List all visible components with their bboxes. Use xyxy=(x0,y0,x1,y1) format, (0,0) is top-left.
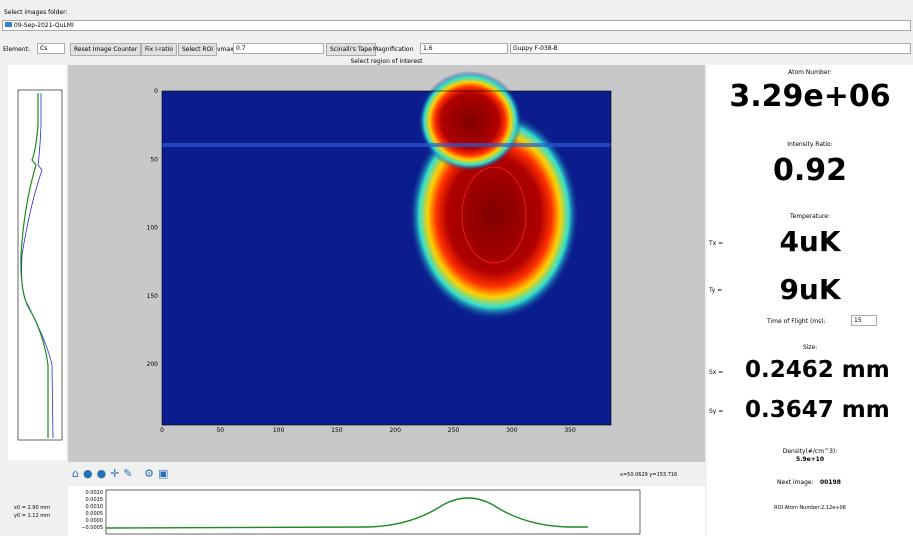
sy-value: 0.3647 mm xyxy=(745,397,890,423)
folder-label: Select images folder: xyxy=(4,9,67,16)
fix-button[interactable]: Fix I-ratio xyxy=(141,43,177,56)
y-tick-label: 0.0020 xyxy=(86,490,104,496)
intensity-ratio: 0.92 xyxy=(707,153,913,188)
noise-stripe xyxy=(162,143,611,147)
atom-label: Atom Number: xyxy=(707,69,913,76)
magnification-label: Magnification xyxy=(373,46,413,53)
y-tick-label: 0.0000 xyxy=(86,518,104,524)
left-profile xyxy=(8,65,66,460)
left-profile-plot xyxy=(8,65,66,460)
element-select[interactable]: Cs xyxy=(37,43,65,54)
y-tick-label: 0.0015 xyxy=(86,497,104,503)
y-tick-label: 50 xyxy=(150,156,158,163)
image-title: Select region of interest xyxy=(68,58,705,65)
next-value: 00198 xyxy=(820,479,841,486)
x-tick-label: 350 xyxy=(564,427,576,434)
y0-label: y0 = 1.12 mm xyxy=(14,513,50,519)
image-plot: 0 50 100 150 200 250 300 350 0 50 100 150 200 xyxy=(68,65,705,462)
tof-input[interactable]: 15 xyxy=(851,315,877,326)
next-label: Next image: xyxy=(777,479,814,486)
reset-button[interactable]: Reset Image Counter xyxy=(70,43,141,56)
y-tick-label: −0.0005 xyxy=(81,525,103,531)
tape-button[interactable]: Scinalli's Tape xyxy=(326,43,376,56)
x-tick-label: 150 xyxy=(331,427,343,434)
density-value: 5.9e+10 xyxy=(707,456,913,463)
vmax-input[interactable]: 0.7 xyxy=(233,43,324,54)
roi-atom-number: ROI Atom Number:2.12e+06 xyxy=(707,505,913,511)
cursor-coords: x=50.0629 y=153.716 xyxy=(620,472,677,478)
y-tick-label: 0 xyxy=(154,88,158,95)
x-tick-label: 200 xyxy=(389,427,401,434)
folder-path[interactable]: 09-Sep-2021-QuLMI xyxy=(2,20,911,31)
x-tick-label: 300 xyxy=(506,427,518,434)
temp-label: Temperature: xyxy=(707,213,913,220)
y-tick-label: 100 xyxy=(147,225,159,232)
x-tick-label: 50 xyxy=(216,427,224,434)
camera-select[interactable]: Guppy F-038-B xyxy=(510,43,911,54)
y-tick-label: 150 xyxy=(147,293,159,300)
results-panel: Atom Number: 3.29e+06 Intensity Ratio: 0… xyxy=(707,65,913,536)
x-tick-label: 0 xyxy=(160,427,164,434)
nav-toolbar[interactable]: ⌂●●✛✎ ⚙▣ xyxy=(72,467,172,480)
x-tick-label: 100 xyxy=(273,427,285,434)
x0-label: x0 = 2.90 mm xyxy=(14,505,50,511)
tof-label: Time of Flight (ms): xyxy=(767,318,826,325)
element-label: Element: xyxy=(3,46,30,53)
magnification-input[interactable]: 1.6 xyxy=(420,43,508,54)
roi-button[interactable]: Select ROI xyxy=(178,43,217,56)
y-tick-label: 0.0010 xyxy=(86,504,104,510)
y-tick-label: 200 xyxy=(147,361,159,368)
folder-path-text: 09-Sep-2021-QuLMI xyxy=(14,22,74,29)
app-window: Select images folder: 09-Sep-2021-QuLMI … xyxy=(0,0,913,536)
sy-label: Sy = xyxy=(709,408,723,415)
sx-label: Sx = xyxy=(709,369,723,376)
ratio-label: Intensity Ratio: xyxy=(707,141,913,148)
sx-value: 0.2462 mm xyxy=(745,357,890,383)
atom-number: 3.29e+06 xyxy=(707,79,913,114)
tx-value: 4uK xyxy=(707,225,913,258)
y-tick-label: 0.0005 xyxy=(86,511,104,517)
ty-value: 9uK xyxy=(707,273,913,306)
size-label: Size: xyxy=(707,344,913,351)
density-label: Density(#/cm^3): xyxy=(707,448,913,455)
cloud xyxy=(418,71,522,171)
x-tick-label: 250 xyxy=(448,427,460,434)
